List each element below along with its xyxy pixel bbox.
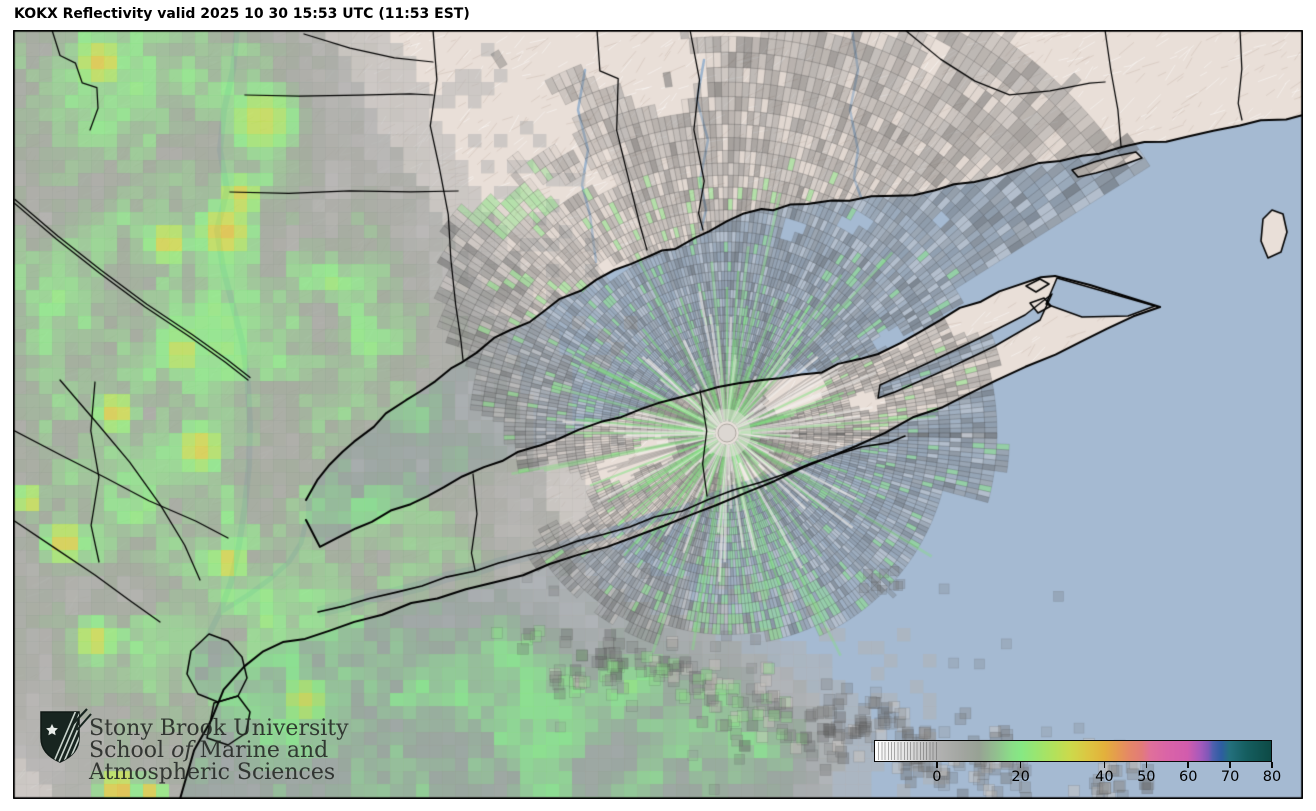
colorbar-tick-mark bbox=[1187, 762, 1189, 768]
logo-line-2: School of Marine and bbox=[89, 738, 329, 763]
university-shield-icon bbox=[40, 708, 92, 763]
colorbar-tick-mark bbox=[1229, 762, 1231, 768]
figure-title: KOKX Reflectivity valid 2025 10 30 15:53… bbox=[14, 6, 470, 22]
logo-line-1: Stony Brook University bbox=[89, 716, 349, 741]
star-icon bbox=[46, 724, 58, 736]
colorbar-tick-label: 40 bbox=[1095, 769, 1114, 785]
colorbar-tick-mark bbox=[936, 762, 938, 768]
colorbar-tick-mark bbox=[1145, 762, 1148, 768]
reflectivity-colorbar: 0 20 40 50 60 70 80 bbox=[874, 740, 1281, 785]
colorbar-tick-label: 0 bbox=[932, 769, 942, 785]
colorbar-tick-mark bbox=[1271, 762, 1273, 768]
colorbar-tick-mark bbox=[1019, 762, 1022, 768]
colorbar-tick-label: 80 bbox=[1262, 769, 1282, 785]
logo-wordmark: Stony Brook University School of Marine … bbox=[89, 718, 349, 784]
coastline-boundary-canvas bbox=[13, 30, 1303, 799]
colorbar-tick-label: 70 bbox=[1220, 769, 1240, 785]
colorbar-tick-label: 50 bbox=[1137, 769, 1156, 785]
colorbar-tick-label: 20 bbox=[1011, 769, 1030, 785]
colorbar-discrete-stripes bbox=[875, 741, 940, 761]
radar-map-region: Stony Brook University School of Marine … bbox=[13, 30, 1303, 799]
colorbar-tick-label: 60 bbox=[1178, 769, 1198, 785]
colorbar-tick-mark bbox=[1103, 762, 1106, 768]
logo-line-3: Atmospheric Sciences bbox=[89, 760, 336, 785]
colorbar-gradient bbox=[874, 740, 1272, 762]
